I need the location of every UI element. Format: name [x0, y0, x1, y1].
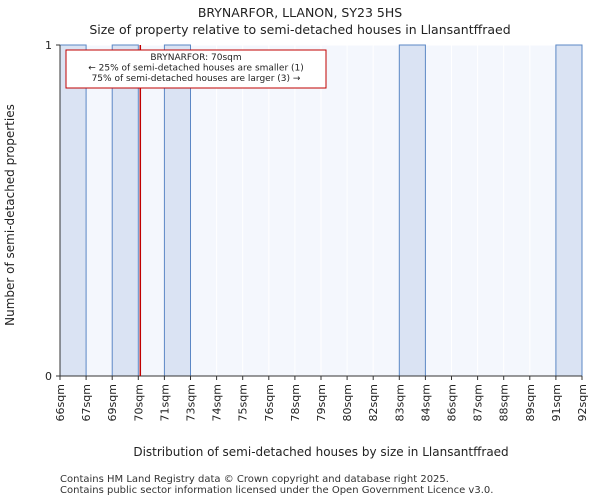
x-tick-label: 83sqm	[393, 384, 406, 421]
x-axis-label: Distribution of semi-detached houses by …	[133, 445, 509, 459]
x-tick-label: 82sqm	[367, 384, 380, 421]
chart-title: BRYNARFOR, LLANON, SY23 5HS	[197, 5, 403, 20]
x-tick-label: 87sqm	[472, 384, 485, 421]
x-tick-label: 88sqm	[498, 384, 511, 421]
footer-licence: Contains public sector information licen…	[60, 485, 494, 496]
x-tick-label: 84sqm	[419, 384, 432, 421]
bar	[555, 44, 583, 377]
x-tick-label: 86sqm	[446, 384, 459, 421]
x-tick-label: 76sqm	[263, 384, 276, 421]
x-tick-label: 70sqm	[132, 384, 145, 421]
chart-subtitle: Size of property relative to semi-detach…	[89, 22, 511, 37]
x-tick-label: 78sqm	[289, 384, 302, 421]
x-tick-label: 67sqm	[80, 384, 93, 421]
bar	[398, 44, 426, 377]
x-tick-label: 69sqm	[106, 384, 119, 421]
annotation-text: BRYNARFOR: 70sqm	[150, 53, 241, 63]
footer-copyright: Contains HM Land Registry data © Crown c…	[60, 474, 449, 485]
y-tick-label: 0	[45, 370, 52, 383]
x-tick-label: 75sqm	[237, 384, 250, 421]
y-axis-label: Number of semi-detached properties	[3, 104, 17, 326]
bar	[111, 44, 139, 377]
annotation-text: ← 25% of semi-detached houses are smalle…	[88, 64, 304, 74]
x-tick-label: 92sqm	[576, 384, 589, 421]
y-tick-label: 1	[45, 39, 52, 52]
annotation-box	[65, 49, 327, 89]
bar	[163, 44, 191, 377]
x-tick-label: 89sqm	[524, 384, 537, 421]
x-tick-label: 73sqm	[185, 384, 198, 421]
annotation-text: 75% of semi-detached houses are larger (…	[92, 74, 301, 84]
x-tick-label: 74sqm	[211, 384, 224, 421]
x-tick-label: 80sqm	[341, 384, 354, 421]
bar	[59, 44, 87, 377]
x-tick-label: 91sqm	[550, 384, 563, 421]
x-tick-label: 66sqm	[54, 384, 67, 421]
x-tick-label: 79sqm	[315, 384, 328, 421]
x-tick-label: 71sqm	[158, 384, 171, 421]
